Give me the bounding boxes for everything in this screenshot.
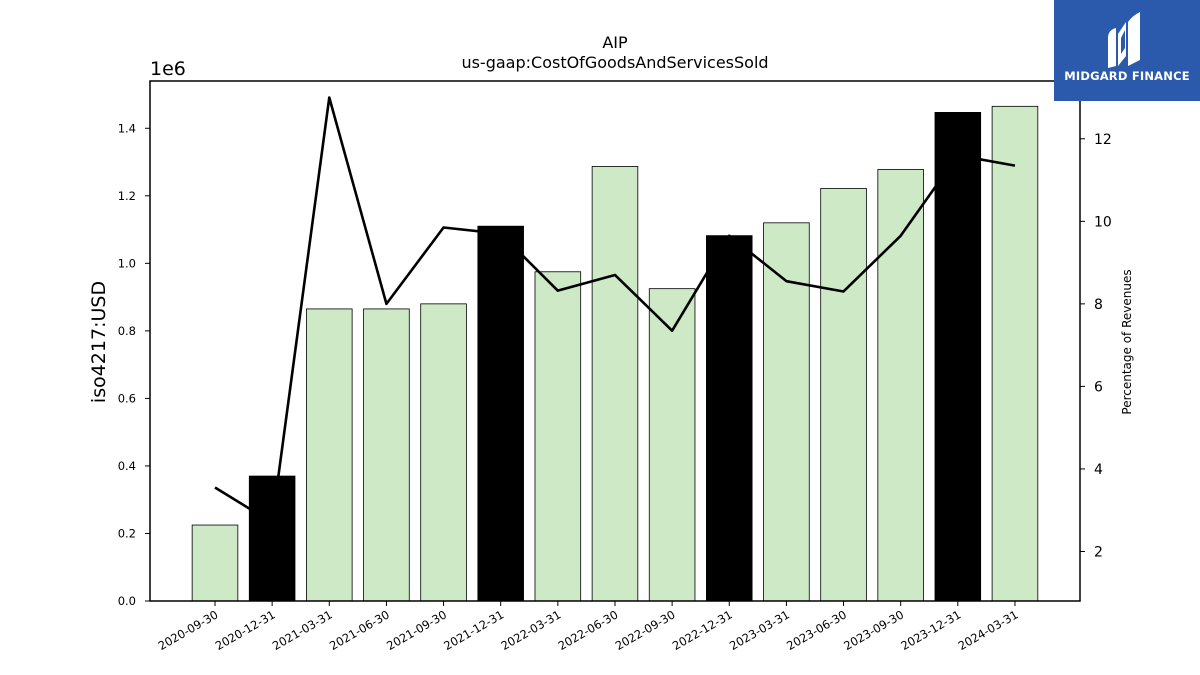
y-tick-label: 0.0 — [118, 594, 136, 608]
x-tick-label: 2021-06-30 — [327, 607, 392, 653]
y-axis-ticks: 0.0 0.2 0.4 0.6 0.8 1.0 1.2 1.4 — [118, 121, 150, 608]
y-axis-label: iso4217:USD — [88, 281, 110, 403]
bar-2020-09-30 — [191, 524, 239, 602]
x-tick-label: 2023-09-30 — [841, 607, 906, 653]
logo-text: MIDGARD FINANCE — [1064, 69, 1190, 83]
bar-2021-06-30 — [363, 308, 410, 602]
x-tick-label: 2024-03-31 — [956, 607, 1021, 653]
x-tick-label: 2022-09-30 — [613, 607, 678, 653]
x-tick-label: 2022-12-31 — [670, 607, 735, 653]
bar-2024-03-31 — [991, 105, 1039, 602]
chart-title: AIP — [602, 33, 628, 52]
brand-logo: MIDGARD FINANCE — [1054, 0, 1200, 101]
x-tick-label: 2023-06-30 — [784, 607, 849, 653]
plot-frame — [149, 80, 1081, 602]
x-axis-ticks: 2020-09-302020-12-312021-03-312021-06-30… — [156, 601, 1021, 653]
bar-2023-12-31 — [934, 112, 982, 602]
x-tick-label: 2023-12-31 — [898, 607, 963, 653]
bar-2022-09-30 — [648, 288, 696, 602]
y-tick-label: 1.2 — [118, 189, 136, 203]
y2-axis-ticks: 2 4 6 8 10 12 — [1080, 132, 1112, 560]
y-tick-label: 1.4 — [118, 121, 136, 135]
line-series — [214, 96, 1016, 524]
y-tick-label: 0.8 — [118, 324, 136, 338]
y2-tick-label: 4 — [1094, 462, 1103, 478]
y2-tick-label: 10 — [1094, 214, 1112, 230]
x-tick-label: 2021-12-31 — [441, 607, 506, 653]
y-tick-label: 0.6 — [118, 391, 136, 405]
y-tick-label: 0.2 — [118, 526, 136, 540]
bar-2022-12-31 — [706, 235, 753, 602]
y2-axis-label: Percentage of Revenues — [1120, 269, 1134, 414]
bar-2021-09-30 — [420, 303, 467, 602]
y2-tick-label: 6 — [1094, 379, 1103, 395]
bar-2022-06-30 — [591, 166, 639, 602]
bar-2022-03-31 — [534, 271, 582, 602]
y2-tick-label: 8 — [1094, 297, 1103, 313]
y-tick-label: 0.4 — [118, 459, 136, 473]
percentage-line — [214, 96, 1016, 524]
bar-2023-03-31 — [763, 222, 810, 602]
logo-mark-icon — [1108, 12, 1140, 68]
x-tick-label: 2021-03-31 — [270, 607, 335, 653]
y2-tick-label: 2 — [1094, 544, 1103, 560]
bar-2020-12-31 — [248, 475, 296, 602]
x-tick-label: 2022-03-31 — [498, 607, 563, 653]
chart-subtitle: us-gaap:CostOfGoodsAndServicesSold — [461, 53, 768, 72]
x-tick-label: 2023-03-31 — [727, 607, 792, 653]
bar-2023-06-30 — [820, 187, 867, 602]
y2-tick-label: 12 — [1094, 132, 1112, 148]
x-tick-label: 2020-09-30 — [156, 607, 221, 653]
bar-series — [191, 105, 1039, 602]
x-tick-label: 2021-09-30 — [384, 607, 449, 653]
bar-2021-03-31 — [306, 308, 353, 602]
y-offset-label: 1e6 — [150, 58, 186, 80]
bar-2023-09-30 — [877, 169, 924, 602]
bar-2021-12-31 — [477, 225, 524, 602]
x-tick-label: 2020-12-31 — [213, 607, 278, 653]
y-tick-label: 1.0 — [118, 256, 136, 270]
x-tick-label: 2022-06-30 — [556, 607, 621, 653]
